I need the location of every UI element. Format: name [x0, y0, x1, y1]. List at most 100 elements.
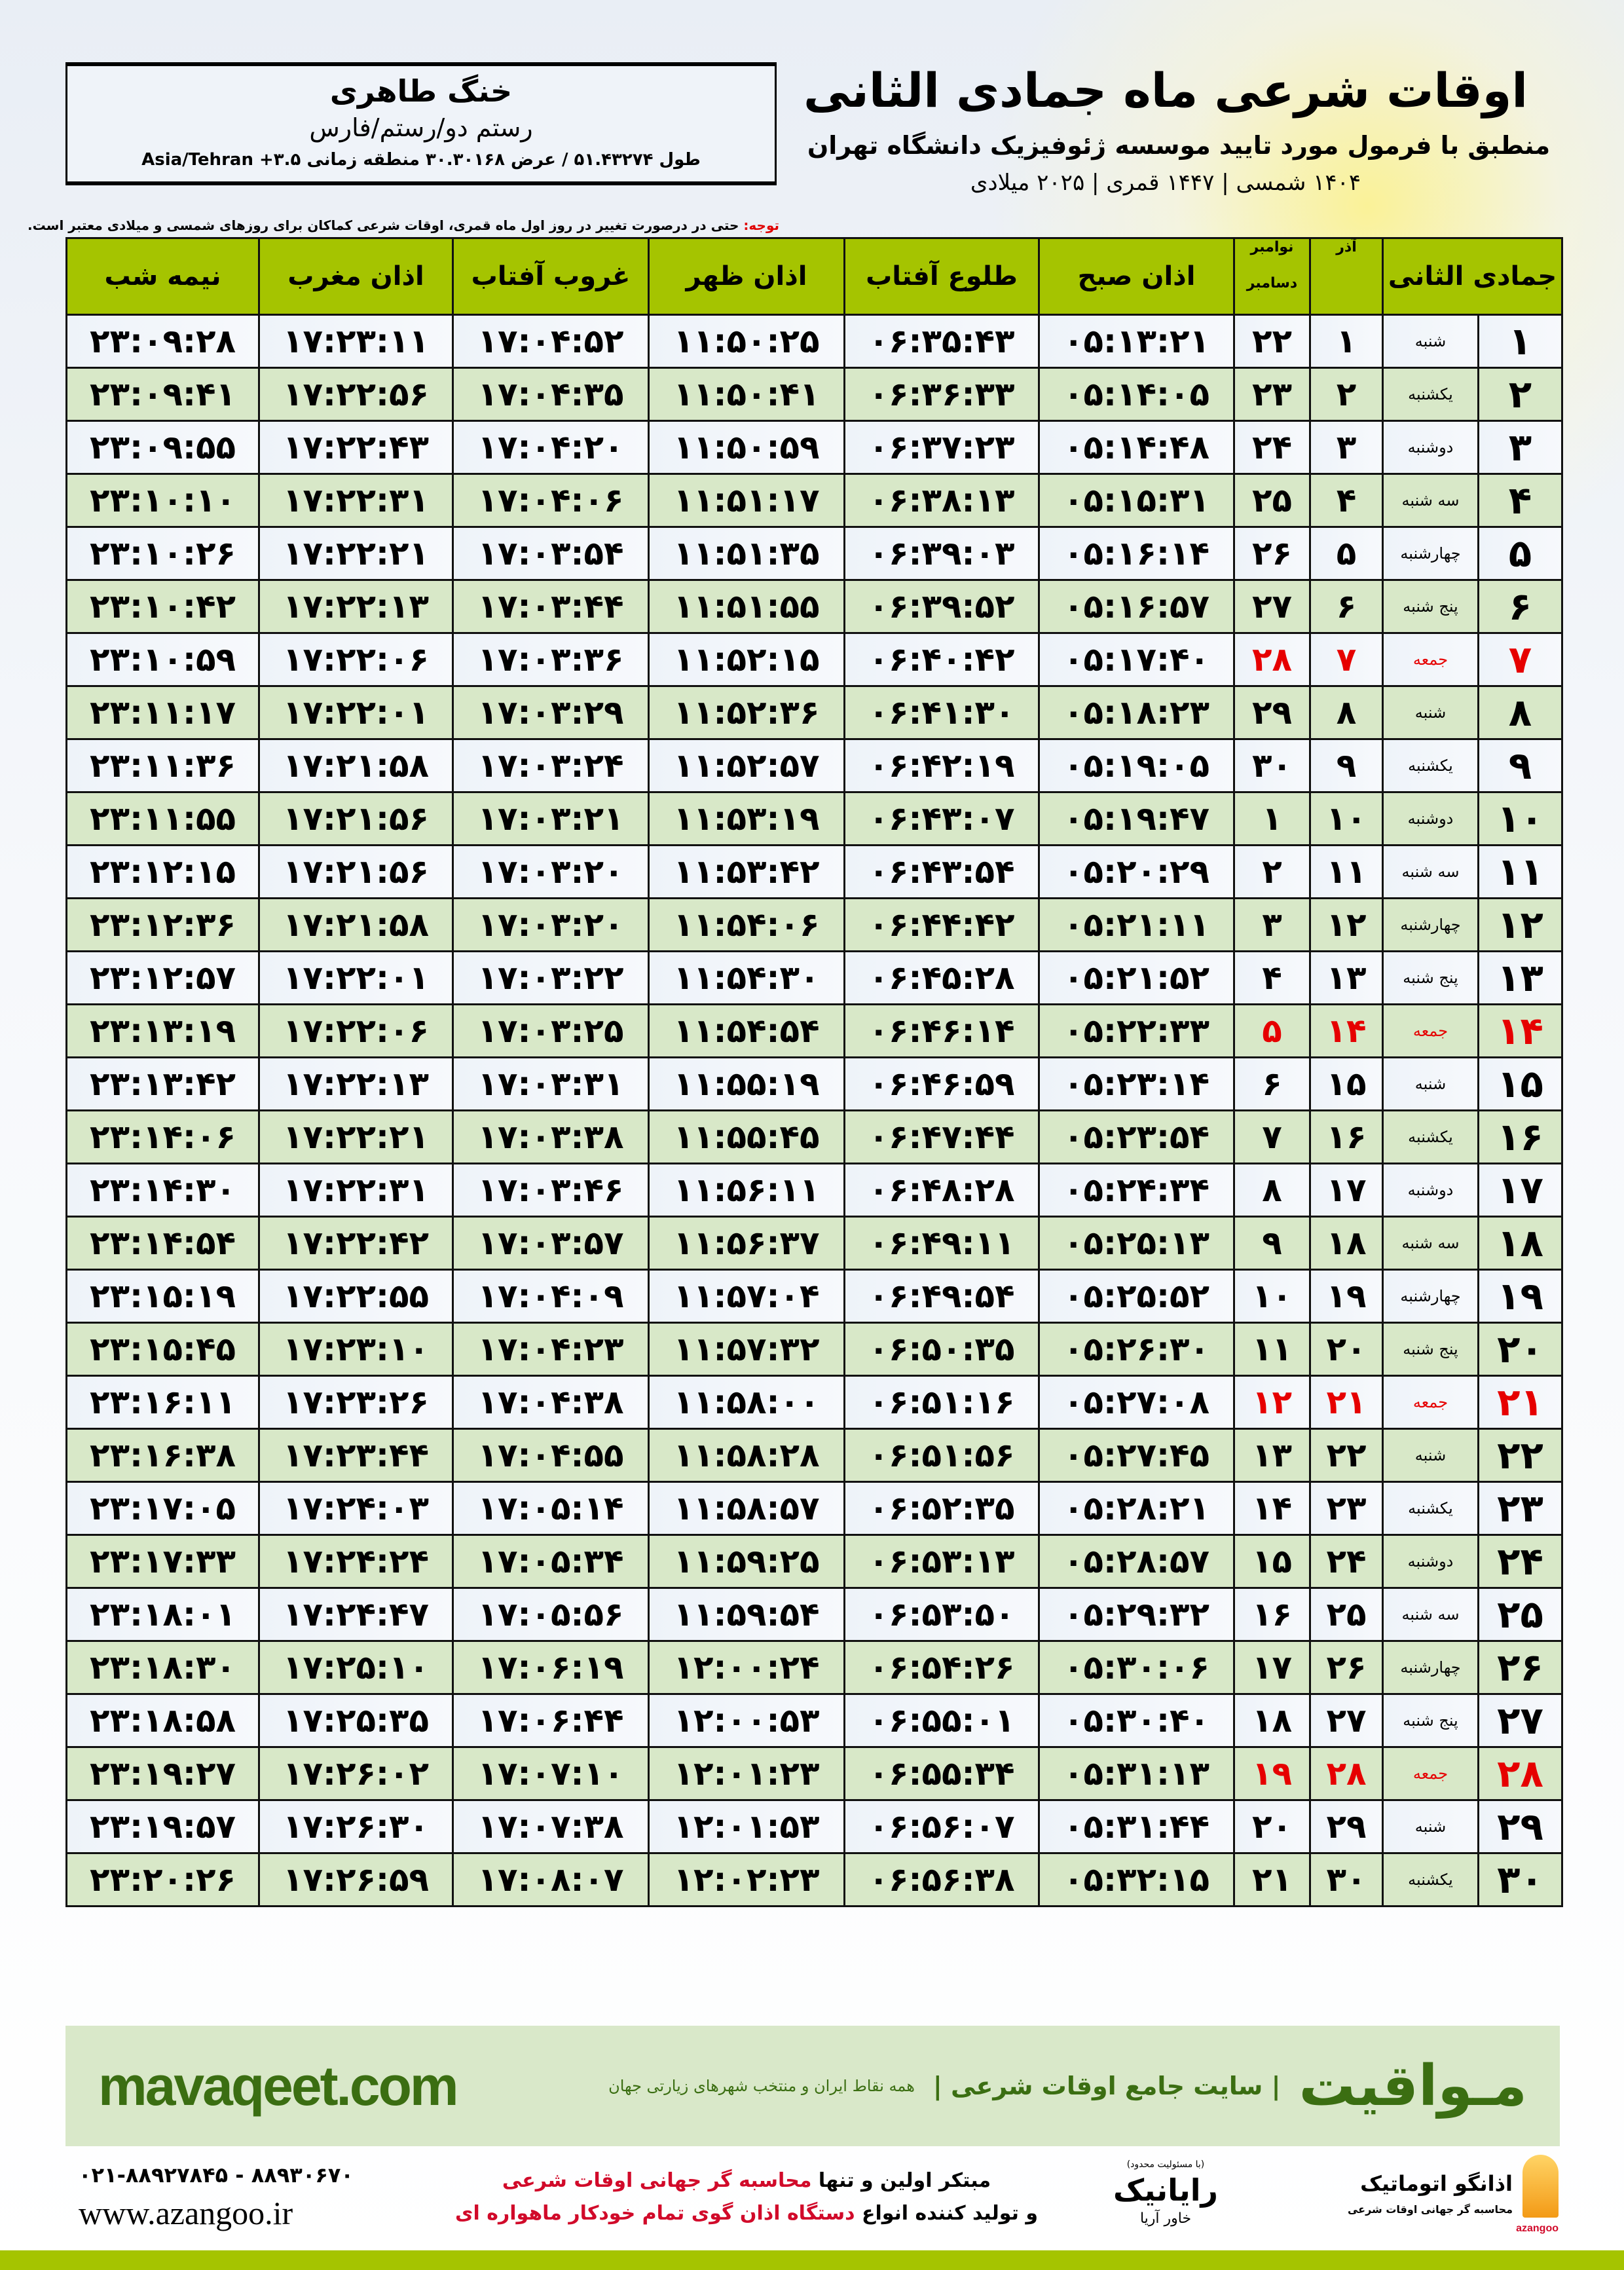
hijri-day: ۹ [1477, 738, 1563, 793]
gregorian-day-value: ۱۱ [1251, 1330, 1293, 1368]
table-row: ۱۹ چهارشنبه ۱۹ ۱۰ ۰۵:۲۵:۵۲ ۰۶:۴۹:۵۴ ۱۱:۵۷:۰۴ ۱۷… [65, 1269, 1563, 1324]
midnight-time-value: ۲۳:۱۶:۳۸ [89, 1436, 236, 1474]
midnight-time-value: ۲۳:۱۳:۴۲ [89, 1065, 236, 1103]
gregorian-day: ۲ [1233, 844, 1311, 899]
sunset-time: ۱۷:۰۴:۲۳ [452, 1322, 650, 1377]
year-line: ۱۴۰۴ شمسی | ۱۴۴۷ قمری | ۲۰۲۵ میلادی [970, 170, 1361, 196]
header-sunrise: طلوع آفتاب [843, 237, 1040, 316]
hijri-day-value: ۱۳ [1497, 956, 1543, 1000]
gregorian-day-value: ۲۶ [1251, 534, 1293, 572]
hijri-day: ۲۰ [1477, 1322, 1563, 1377]
azar-day: ۱۴ [1309, 1003, 1384, 1058]
midnight-time-value: ۲۳:۱۱:۵۵ [89, 800, 236, 838]
maghrib-time-value: ۱۷:۲۵:۱۰ [282, 1648, 430, 1686]
hijri-day-value: ۱۹ [1497, 1274, 1543, 1318]
fajr-time: ۰۵:۳۲:۱۵ [1038, 1852, 1235, 1907]
midnight-time-value: ۲۳:۱۵:۱۹ [89, 1277, 236, 1315]
weekday: یکشنبه [1382, 1109, 1479, 1164]
header-azar: آذر [1309, 237, 1384, 316]
hijri-day-value: ۵ [1508, 531, 1532, 576]
dhuhr-time-value: ۱۱:۵۸:۵۷ [673, 1489, 820, 1527]
gregorian-day: ۱۱ [1233, 1322, 1311, 1377]
maghrib-time-value: ۱۷:۲۴:۰۳ [282, 1489, 430, 1527]
fajr-time-value: ۰۵:۳۱:۱۳ [1063, 1755, 1210, 1793]
hijri-day: ۷ [1477, 632, 1563, 687]
maghrib-time: ۱۷:۲۲:۳۱ [258, 1163, 454, 1218]
fajr-time-value: ۰۵:۲۹:۳۲ [1063, 1595, 1210, 1633]
hijri-day-value: ۱۸ [1497, 1221, 1543, 1265]
dhuhr-time: ۱۱:۵۱:۵۵ [648, 579, 845, 634]
fajr-time-value: ۰۵:۲۳:۱۴ [1063, 1065, 1210, 1103]
dhuhr-time-value: ۱۱:۵۲:۵۷ [673, 747, 820, 785]
promo-2b: دستگاه اذان گوی تمام خودکار ماهواره ای [455, 2202, 855, 2225]
azar-day: ۲۲ [1309, 1428, 1384, 1483]
fajr-time-value: ۰۵:۲۵:۵۲ [1063, 1277, 1210, 1315]
dhuhr-time-value: ۱۱:۵۲:۱۵ [673, 641, 820, 679]
azar-day-value: ۱۳ [1326, 959, 1367, 997]
gregorian-day: ۸ [1233, 1163, 1311, 1218]
hijri-day: ۱۱ [1477, 844, 1563, 899]
azangoo-link[interactable]: www.azangoo.ir [79, 2195, 293, 2231]
table-row: ۲ یکشنبه ۲ ۲۳ ۰۵:۱۴:۰۵ ۰۶:۳۶:۳۳ ۱۱:۵۰:۴۱ ۱۷:۰۴:… [65, 367, 1563, 422]
dhuhr-time: ۱۱:۵۴:۵۴ [648, 1003, 845, 1058]
hijri-day-value: ۲۷ [1497, 1698, 1543, 1743]
maghrib-time: ۱۷:۲۳:۱۰ [258, 1322, 454, 1377]
weekday-value: جمعه [1412, 1764, 1449, 1783]
hijri-day-value: ۱۶ [1497, 1115, 1543, 1159]
dhuhr-time-value: ۱۱:۵۷:۰۴ [673, 1277, 820, 1315]
azar-day-value: ۱۵ [1326, 1065, 1367, 1103]
dhuhr-time: ۱۱:۵۴:۰۶ [648, 897, 845, 952]
gregorian-day-value: ۱۵ [1251, 1542, 1293, 1580]
weekday-value: شنبه [1414, 332, 1447, 350]
maghrib-time-value: ۱۷:۲۶:۰۲ [282, 1755, 430, 1793]
midnight-time-value: ۲۳:۱۴:۰۶ [89, 1118, 236, 1156]
maghrib-time: ۱۷:۲۶:۵۹ [258, 1852, 454, 1907]
azar-day-value: ۶ [1336, 587, 1357, 625]
sunrise-time-value: ۰۶:۴۸:۲۸ [868, 1171, 1015, 1209]
midnight-time: ۲۳:۱۰:۱۰ [65, 473, 260, 528]
dhuhr-time-value: ۱۱:۵۴:۳۰ [673, 959, 820, 997]
gregorian-day: ۲۷ [1233, 579, 1311, 634]
sunrise-time: ۰۶:۴۹:۱۱ [843, 1216, 1040, 1271]
weekday: جمعه [1382, 632, 1479, 687]
hijri-day: ۱۹ [1477, 1269, 1563, 1324]
weekday: پنج شنبه [1382, 579, 1479, 634]
maghrib-time: ۱۷:۲۳:۲۶ [258, 1375, 454, 1430]
hijri-day: ۲۷ [1477, 1693, 1563, 1748]
midnight-time: ۲۳:۰۹:۲۸ [65, 314, 260, 369]
hijri-day: ۱۸ [1477, 1216, 1563, 1271]
maghrib-time-value: ۱۷:۲۲:۰۱ [282, 959, 430, 997]
promo-1b: محاسبه گر جهانی اوقات شرعی [502, 2169, 812, 2192]
gregorian-day-value: ۱۳ [1251, 1436, 1293, 1474]
mavaqeet-link[interactable]: mavaqeet.com [98, 2055, 459, 2117]
midnight-time: ۲۳:۱۰:۲۶ [65, 526, 260, 581]
prayer-times-table: جمادی الثانی آذر نوامبر دسامبر اذان صبح ط… [65, 237, 1563, 1907]
dhuhr-time: ۱۱:۵۹:۵۴ [648, 1587, 845, 1642]
sunset-time-value: ۱۷:۰۴:۵۵ [477, 1436, 624, 1474]
header-nov-label: نوامبر [1250, 239, 1294, 256]
hijri-day: ۲ [1477, 367, 1563, 422]
maghrib-time-value: ۱۷:۲۲:۳۱ [282, 1171, 430, 1209]
midnight-time: ۲۳:۱۵:۴۵ [65, 1322, 260, 1377]
azar-day: ۲۴ [1309, 1534, 1384, 1589]
sunrise-time: ۰۶:۵۴:۲۶ [843, 1640, 1040, 1695]
table-row: ۱۶ یکشنبه ۱۶ ۷ ۰۵:۲۳:۵۴ ۰۶:۴۷:۴۴ ۱۱:۵۵:۴۵ ۱۷:۰۳… [65, 1109, 1563, 1164]
gregorian-day: ۲۲ [1233, 314, 1311, 369]
gregorian-day: ۱۳ [1233, 1428, 1311, 1483]
dhuhr-time-value: ۱۱:۵۱:۳۵ [673, 534, 820, 572]
maghrib-time: ۱۷:۲۱:۵۶ [258, 791, 454, 846]
gregorian-day-value: ۱ [1262, 800, 1282, 838]
azar-day: ۱۹ [1309, 1269, 1384, 1324]
sunrise-time-value: ۰۶:۵۵:۳۴ [868, 1755, 1015, 1793]
midnight-time: ۲۳:۱۳:۴۲ [65, 1056, 260, 1111]
bottom-bar [0, 2250, 1624, 2270]
weekday-value: شنبه [1414, 703, 1447, 722]
fajr-time: ۰۵:۲۵:۱۳ [1038, 1216, 1235, 1271]
sunrise-time-value: ۰۶:۴۶:۱۴ [868, 1012, 1015, 1050]
midnight-time-value: ۲۳:۱۶:۱۱ [89, 1383, 236, 1421]
gregorian-day-value: ۲۸ [1251, 641, 1293, 679]
sunset-time-value: ۱۷:۰۳:۲۰ [477, 853, 624, 891]
sunset-time: ۱۷:۰۴:۰۶ [452, 473, 650, 528]
sunrise-time: ۰۶:۵۳:۵۰ [843, 1587, 1040, 1642]
azar-day-value: ۱۹ [1326, 1277, 1367, 1315]
